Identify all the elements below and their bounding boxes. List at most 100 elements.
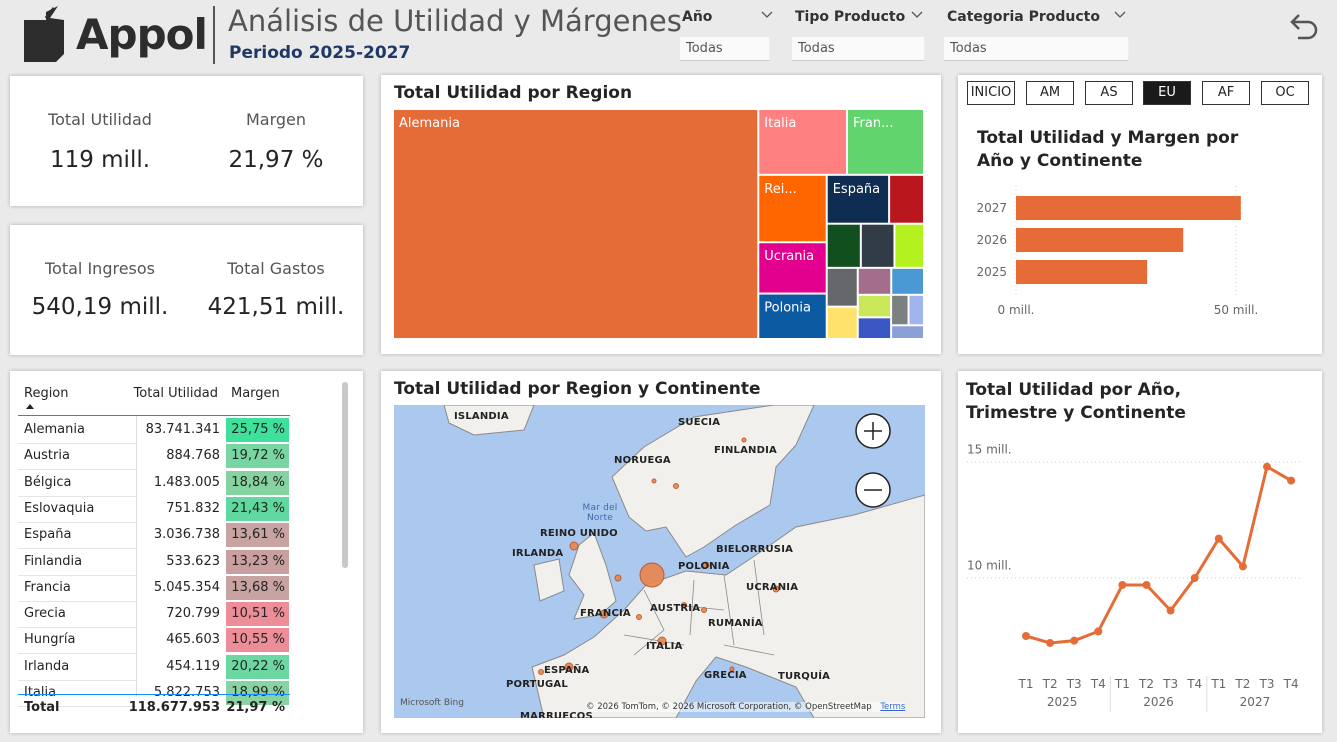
margin-cell: 19,72 % <box>226 444 289 469</box>
kpi-card <box>10 225 363 355</box>
country-label: PORTUGAL <box>506 679 568 690</box>
total-cell: 118.677.953 <box>128 700 220 715</box>
total-cell: 21,97 % <box>226 700 285 715</box>
column-header[interactable]: Total Utilidad <box>133 386 218 401</box>
table-cell: 3.036.738 <box>153 527 220 543</box>
country-label: UCRANIA <box>746 582 799 593</box>
margin-cell: 13,68 % <box>226 575 289 600</box>
kpi-label: Total Utilidad <box>48 110 152 129</box>
column-header[interactable]: Region <box>24 386 69 401</box>
zoom-in[interactable] <box>855 413 891 449</box>
country-label: RUMANÍA <box>708 618 763 629</box>
row-rule <box>18 627 136 629</box>
continent-button[interactable]: INICIO <box>967 81 1015 105</box>
country-label: MARRUECOS <box>520 711 593 718</box>
country-label: ISLANDIA <box>454 411 509 422</box>
page-subtitle: Periodo 2025-2027 <box>229 43 411 63</box>
margin-cell: 13,61 % <box>226 523 289 548</box>
table-cell: 884.768 <box>166 448 220 464</box>
map-attribution: Microsoft Bing <box>400 698 464 708</box>
continent-button[interactable]: OC <box>1261 81 1309 105</box>
filter-dropdown[interactable]: Todas <box>944 37 1129 61</box>
table-cell: 454.119 <box>166 658 220 674</box>
filter-label: Categoria Producto <box>947 9 1100 25</box>
continent-button[interactable]: EU <box>1143 81 1191 105</box>
filter-dropdown[interactable]: Todas <box>680 37 770 61</box>
margin-cell: 21,43 % <box>226 496 289 521</box>
sort-arrow <box>26 404 34 409</box>
continent-button[interactable]: AM <box>1026 81 1074 105</box>
scrollbar[interactable] <box>342 382 348 568</box>
kpi-label: Total Ingresos <box>45 259 155 278</box>
row-rule <box>18 443 136 444</box>
kpi-label: Total Gastos <box>227 259 325 278</box>
chevron <box>761 11 773 18</box>
column-header[interactable]: Margen <box>231 386 280 401</box>
margin-cell: 18,99 % <box>226 681 289 705</box>
chart-title: Total Utilidad y Margen por Año y Contin… <box>977 128 1239 171</box>
treemap-card <box>381 75 941 354</box>
continent-button[interactable]: AS <box>1085 81 1133 105</box>
page-title: Análisis de Utilidad y Márgenes <box>228 4 682 38</box>
row-rule <box>18 521 136 523</box>
table-cell: Italia <box>24 685 57 700</box>
map[interactable]: ISLANDIA SUECIA NORUEGA FINLANDIA Mar del No… <box>394 405 925 718</box>
header-divider <box>213 6 215 64</box>
country-label: SUECIA <box>678 417 721 428</box>
region-table: Region Total Utilidad Margen Alemania 83.741… <box>18 380 338 730</box>
row-rule <box>18 469 136 471</box>
line-card <box>958 371 1322 733</box>
table-card <box>10 371 363 733</box>
column-rule <box>136 416 137 696</box>
total-cell: Total <box>24 700 60 715</box>
row-rule <box>18 495 136 497</box>
country-label: AUSTRIA <box>650 603 701 614</box>
chart-title: Total Utilidad por Año, Trimestre y Cont… <box>966 380 1186 423</box>
chart-title: Total Utilidad por Region y Continente <box>394 379 761 399</box>
chevron <box>911 11 923 18</box>
row-rule <box>18 600 136 602</box>
country-label: NORUEGA <box>614 455 671 466</box>
table-cell: Francia <box>24 579 71 595</box>
chart-title: Total Utilidad por Region <box>394 83 633 103</box>
table-cell: 5.822.753 <box>153 685 220 700</box>
zoom-out[interactable] <box>855 472 891 508</box>
country-label: ITALIA <box>646 641 683 652</box>
table-cell: 5.045.354 <box>153 579 220 595</box>
row-rule <box>18 679 136 681</box>
copyright-text: © 2026 TomTom, © 2026 Microsoft Corporat… <box>586 702 872 712</box>
zoom-controls <box>855 413 891 508</box>
undo-button[interactable] <box>1284 10 1318 44</box>
table-cell: 1.483.005 <box>153 474 220 490</box>
filter-label: Año <box>682 9 713 25</box>
table-cell: 720.799 <box>166 606 220 622</box>
margin-cell: 10,51 % <box>226 602 289 627</box>
country-label: BIELORRUSIA <box>716 544 794 555</box>
table-cell: España <box>24 527 72 543</box>
row-rule <box>18 548 136 550</box>
map-copyright: © 2026 TomTom, © 2026 Microsoft Corporat… <box>586 702 906 712</box>
row-rule <box>18 574 136 576</box>
chevron <box>1114 11 1126 18</box>
terms-link[interactable]: Terms <box>880 702 906 712</box>
table-cell: Grecia <box>24 606 66 622</box>
table-cell: Hungría <box>24 632 76 648</box>
filter-dropdown[interactable]: Todas <box>792 37 925 61</box>
row-rule <box>18 706 136 707</box>
kpi-value: 421,51 mill. <box>207 294 345 320</box>
country-label: FINLANDIA <box>714 445 777 456</box>
table-cell: Irlanda <box>24 658 70 674</box>
country-label: TURQUÍA <box>778 671 831 682</box>
country-label: GRECIA <box>704 670 747 681</box>
table-cell: 465.603 <box>166 632 220 648</box>
logo-text: Appol <box>76 10 208 59</box>
country-label: IRLANDA <box>512 548 564 559</box>
table-cell: Alemania <box>24 422 85 437</box>
margin-cell: 18,84 % <box>226 470 289 495</box>
country-label: FRANCIA <box>580 608 631 619</box>
continent-button[interactable]: AF <box>1202 81 1250 105</box>
margin-cell: 13,23 % <box>226 549 289 574</box>
kpi-value: 540,19 mill. <box>31 294 169 320</box>
header-rule <box>18 415 290 416</box>
